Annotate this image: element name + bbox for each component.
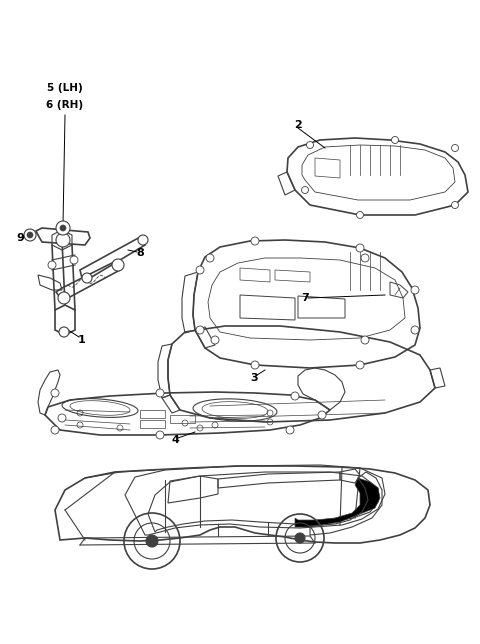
Circle shape: [452, 144, 458, 151]
Circle shape: [27, 232, 33, 238]
Circle shape: [24, 229, 36, 241]
Circle shape: [58, 292, 70, 304]
Text: 3: 3: [250, 373, 258, 383]
Circle shape: [59, 327, 69, 337]
Circle shape: [411, 286, 419, 294]
Circle shape: [286, 426, 294, 434]
Circle shape: [138, 235, 148, 245]
Circle shape: [48, 261, 56, 269]
Circle shape: [291, 392, 299, 400]
Circle shape: [206, 254, 214, 262]
Circle shape: [361, 336, 369, 344]
Text: 8: 8: [136, 248, 144, 258]
Circle shape: [82, 273, 92, 283]
Circle shape: [392, 137, 398, 144]
Circle shape: [251, 237, 259, 245]
Circle shape: [112, 259, 124, 271]
Circle shape: [51, 426, 59, 434]
Circle shape: [251, 361, 259, 369]
Text: 5 (LH): 5 (LH): [47, 83, 83, 93]
Circle shape: [156, 389, 164, 397]
Text: 2: 2: [294, 120, 302, 130]
Circle shape: [318, 411, 326, 419]
Text: 9: 9: [16, 233, 24, 243]
Circle shape: [196, 326, 204, 334]
Circle shape: [356, 361, 364, 369]
Circle shape: [56, 221, 70, 235]
Polygon shape: [295, 478, 380, 527]
Circle shape: [146, 535, 158, 547]
Circle shape: [58, 414, 66, 422]
Text: 6 (RH): 6 (RH): [47, 100, 84, 110]
Circle shape: [411, 326, 419, 334]
Text: 1: 1: [78, 335, 86, 345]
Circle shape: [361, 254, 369, 262]
Text: 4: 4: [171, 435, 179, 445]
Circle shape: [60, 225, 66, 231]
Circle shape: [452, 202, 458, 209]
Circle shape: [211, 336, 219, 344]
Circle shape: [356, 244, 364, 252]
Circle shape: [301, 187, 309, 193]
Circle shape: [357, 211, 363, 218]
Circle shape: [51, 389, 59, 397]
Text: 7: 7: [301, 293, 309, 303]
Circle shape: [70, 256, 78, 264]
Circle shape: [156, 431, 164, 439]
Circle shape: [295, 533, 305, 543]
Circle shape: [56, 233, 70, 247]
Circle shape: [196, 266, 204, 274]
Circle shape: [307, 142, 313, 149]
